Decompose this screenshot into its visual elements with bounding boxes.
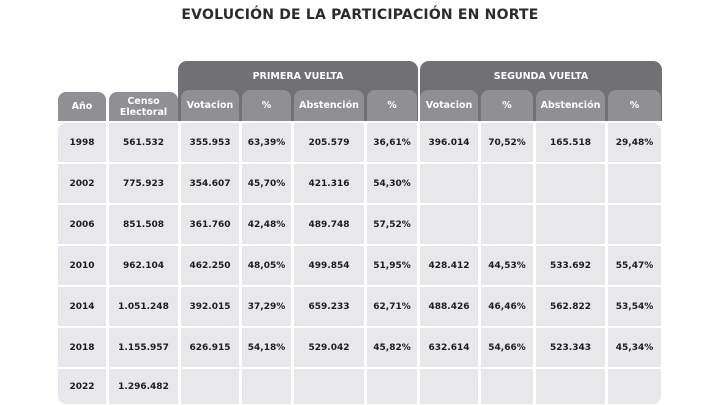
table-cell: 361.760 — [181, 205, 239, 244]
table-cell: 488.426 — [420, 287, 478, 326]
table-cell: 36,61% — [367, 123, 417, 162]
table-cell: 1.155.957 — [109, 328, 178, 367]
table-cell — [420, 164, 478, 203]
column-header: % — [608, 90, 661, 121]
table-cell: 51,95% — [367, 246, 417, 285]
table-cell — [481, 164, 533, 203]
table-cell — [294, 369, 364, 404]
table-cell: 2006 — [58, 205, 106, 244]
table-cell — [608, 164, 661, 203]
table-cell: 55,47% — [608, 246, 661, 285]
table-cell: 1998 — [58, 123, 106, 162]
column-header: % — [367, 90, 417, 121]
table-cell: 54,66% — [481, 328, 533, 367]
table-cell — [608, 205, 661, 244]
table-cell: 962.104 — [109, 246, 178, 285]
table-cell: 562.822 — [536, 287, 605, 326]
column-header: Abstención — [294, 90, 364, 121]
table-cell — [420, 205, 478, 244]
table-cell: 2010 — [58, 246, 106, 285]
table-cell: 2018 — [58, 328, 106, 367]
table-cell: 355.953 — [181, 123, 239, 162]
table-cell: 2002 — [58, 164, 106, 203]
table-cell: 354.607 — [181, 164, 239, 203]
table-cell: 54,18% — [242, 328, 291, 367]
column-header: Año — [58, 92, 106, 121]
table-cell: 48,05% — [242, 246, 291, 285]
group-label: PRIMERA VUELTA — [252, 71, 344, 82]
table-cell: 46,46% — [481, 287, 533, 326]
table-cell: 489.748 — [294, 205, 364, 244]
table-cell: 29,48% — [608, 123, 661, 162]
table-cell — [536, 205, 605, 244]
table-cell — [481, 369, 533, 404]
table-cell: 53,54% — [608, 287, 661, 326]
table-cell: 529.042 — [294, 328, 364, 367]
table-cell: 70,52% — [481, 123, 533, 162]
table-cell: 421.316 — [294, 164, 364, 203]
table-cell: 2022 — [58, 369, 106, 404]
table-cell: 533.692 — [536, 246, 605, 285]
column-header: Votacion — [420, 90, 478, 121]
column-header: Votacion — [181, 90, 239, 121]
table-cell: 659.233 — [294, 287, 364, 326]
table-cell: 45,70% — [242, 164, 291, 203]
table-cell: 632.614 — [420, 328, 478, 367]
table-cell: 42,48% — [242, 205, 291, 244]
table-cell: 165.518 — [536, 123, 605, 162]
table-cell: 523.343 — [536, 328, 605, 367]
table-cell: 57,52% — [367, 205, 417, 244]
table-cell: 1.296.482 — [109, 369, 178, 404]
column-header: % — [242, 90, 291, 121]
table-cell: 37,29% — [242, 287, 291, 326]
table-cell: 45,34% — [608, 328, 661, 367]
table-cell: 561.532 — [109, 123, 178, 162]
table-cell: 428.412 — [420, 246, 478, 285]
table-cell: 462.250 — [181, 246, 239, 285]
table-cell — [420, 369, 478, 404]
table-cell: 45,82% — [367, 328, 417, 367]
table-cell: 44,53% — [481, 246, 533, 285]
table-cell: 499.854 — [294, 246, 364, 285]
table-cell: 775.923 — [109, 164, 178, 203]
column-header: Abstención — [536, 90, 605, 121]
page-title: EVOLUCIÓN DE LA PARTICIPACIÓN EN NORTE — [181, 7, 539, 23]
column-header: % — [481, 90, 533, 121]
table-cell — [242, 369, 291, 404]
table-cell: 63,39% — [242, 123, 291, 162]
table-cell — [481, 205, 533, 244]
group-label: SEGUNDA VUELTA — [493, 71, 589, 82]
table-cell: 205.579 — [294, 123, 364, 162]
column-header: Censo Electoral — [109, 92, 178, 121]
table-cell: 2014 — [58, 287, 106, 326]
table-cell: 54,30% — [367, 164, 417, 203]
table-cell: 1.051.248 — [109, 287, 178, 326]
table-cell: 392.015 — [181, 287, 239, 326]
table-cell: 626.915 — [181, 328, 239, 367]
table-cell — [608, 369, 661, 404]
table-cell: 62,71% — [367, 287, 417, 326]
table-cell — [181, 369, 239, 404]
table-cell — [536, 369, 605, 404]
table-cell: 851.508 — [109, 205, 178, 244]
table-cell: 396.014 — [420, 123, 478, 162]
participation-table: Año Censo Electoral Votacion% Abstención% Vo… — [58, 90, 661, 404]
table-cell — [536, 164, 605, 203]
table-cell — [367, 369, 417, 404]
